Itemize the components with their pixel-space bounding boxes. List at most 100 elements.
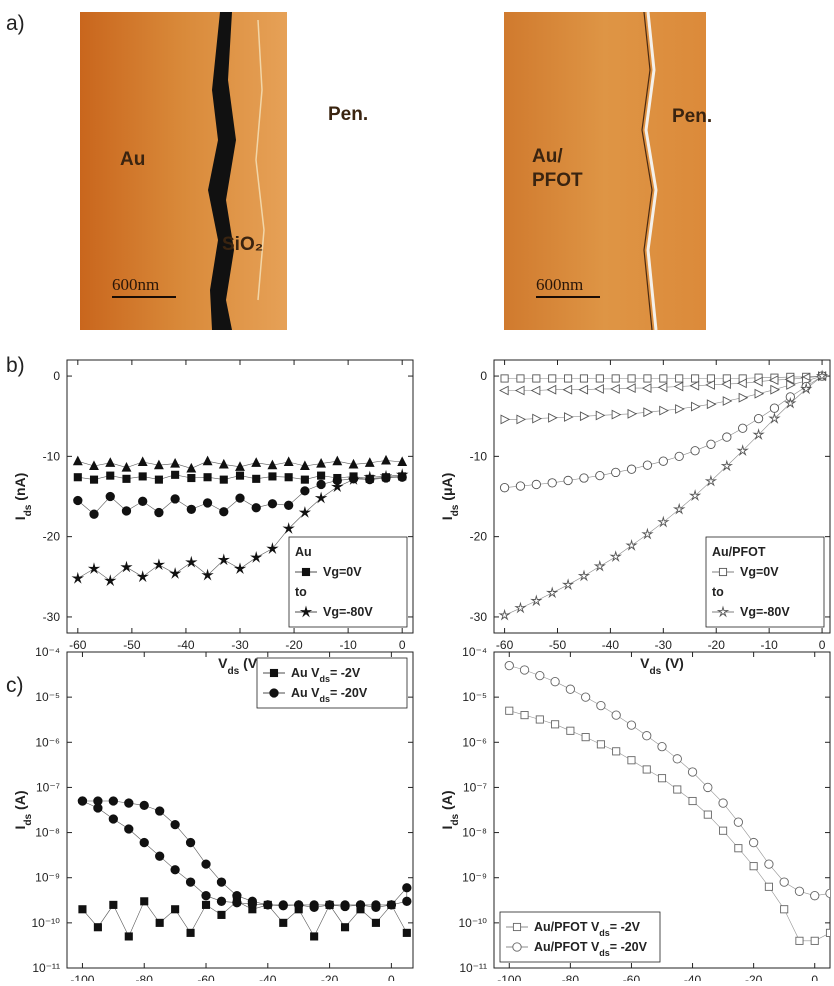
x-tick-label: 0 [819,638,826,652]
marker [73,495,83,506]
y-tick-label: 0 [53,369,60,383]
marker [691,374,700,383]
marker [170,819,180,830]
marker [531,479,541,490]
marker [317,471,326,480]
marker [596,700,606,711]
marker [309,902,319,913]
marker [136,570,149,583]
marker [611,467,621,478]
marker [514,385,525,396]
marker [185,877,196,887]
marker [753,376,763,387]
marker [201,900,211,909]
marker [596,740,605,749]
y-tick-label: -30 [43,610,61,624]
marker [120,560,133,573]
legend-label-part: = -20V [330,686,368,700]
y-tick-label: 10⁻⁵ [35,690,60,704]
afm-image: Au Pen. SiO₂ 600nm [80,12,368,330]
y-tick-label: 0 [480,369,487,383]
marker [516,414,527,425]
marker [108,814,118,824]
marker [738,423,748,433]
y-axis-label: Ids (A) [439,791,461,830]
marker [263,900,273,910]
marker [780,905,789,914]
marker [611,374,620,383]
marker [810,936,819,945]
marker [93,923,102,932]
x-tick-label: -30 [655,638,673,652]
y-tick-label: 10⁻⁹ [35,871,60,885]
marker [363,470,376,483]
series-line [82,900,408,938]
legend-label: Au/PFOT Vds= -2V [534,920,641,938]
y-axis-label-part: ds [450,813,461,825]
marker [779,877,789,887]
y-tick-label: 10⁻⁶ [35,735,60,749]
y-axis-label-part: ds [450,504,461,516]
marker [186,462,197,473]
plot-frame [493,651,831,969]
legend-box [256,657,408,709]
marker [705,379,715,390]
marker [105,491,115,502]
marker [593,559,606,572]
x-tick-label: -60 [197,973,215,981]
marker [171,470,180,479]
x-axis-label-part: (V) [239,655,262,671]
marker [371,902,381,913]
marker [565,684,576,694]
y-axis-label-part: ds [23,813,34,825]
marker [548,374,557,383]
legend-label: Vg=0V [323,565,362,579]
marker [706,399,717,410]
marker [155,806,165,816]
x-tick-label: -20 [745,973,763,981]
plot-area [71,454,409,587]
marker [515,481,526,491]
x-tick-label: -60 [496,638,514,652]
marker [504,660,514,671]
x-tick-label: -50 [549,638,567,652]
marker [579,411,590,422]
legend-label-part: ds [599,948,610,958]
marker [402,883,412,893]
legend-label-part: = -2V [610,920,641,934]
marker [284,473,293,482]
marker [268,472,277,481]
marker [300,475,309,484]
y-tick-label: 10⁻⁴ [462,645,487,659]
x-tick-label: -100 [497,973,521,981]
legend-marker [718,567,728,577]
marker [721,379,731,390]
marker [718,798,728,808]
marker [168,567,182,579]
y-tick-label: -20 [43,530,61,544]
marker [825,888,830,899]
marker [577,569,591,582]
x-tick-label: -20 [285,638,303,652]
x-tick-label: -80 [136,973,154,981]
x-tick-label: 0 [811,973,818,981]
series-line [509,710,830,942]
marker [546,586,559,599]
marker [768,412,781,424]
marker [284,500,294,510]
marker [564,412,574,422]
x-tick-label: -100 [70,973,94,981]
marker [340,901,350,912]
marker [316,479,326,490]
marker [736,444,749,456]
x-axis-label: Vds (V) [218,655,262,677]
marker [688,796,697,806]
plot-area [77,796,412,941]
marker [519,665,530,675]
marker [314,491,328,504]
marker [581,733,590,742]
x-axis-label-part: V [640,655,650,671]
panel-label: b) [6,354,25,377]
marker [124,932,133,941]
plot-frame [493,359,831,634]
